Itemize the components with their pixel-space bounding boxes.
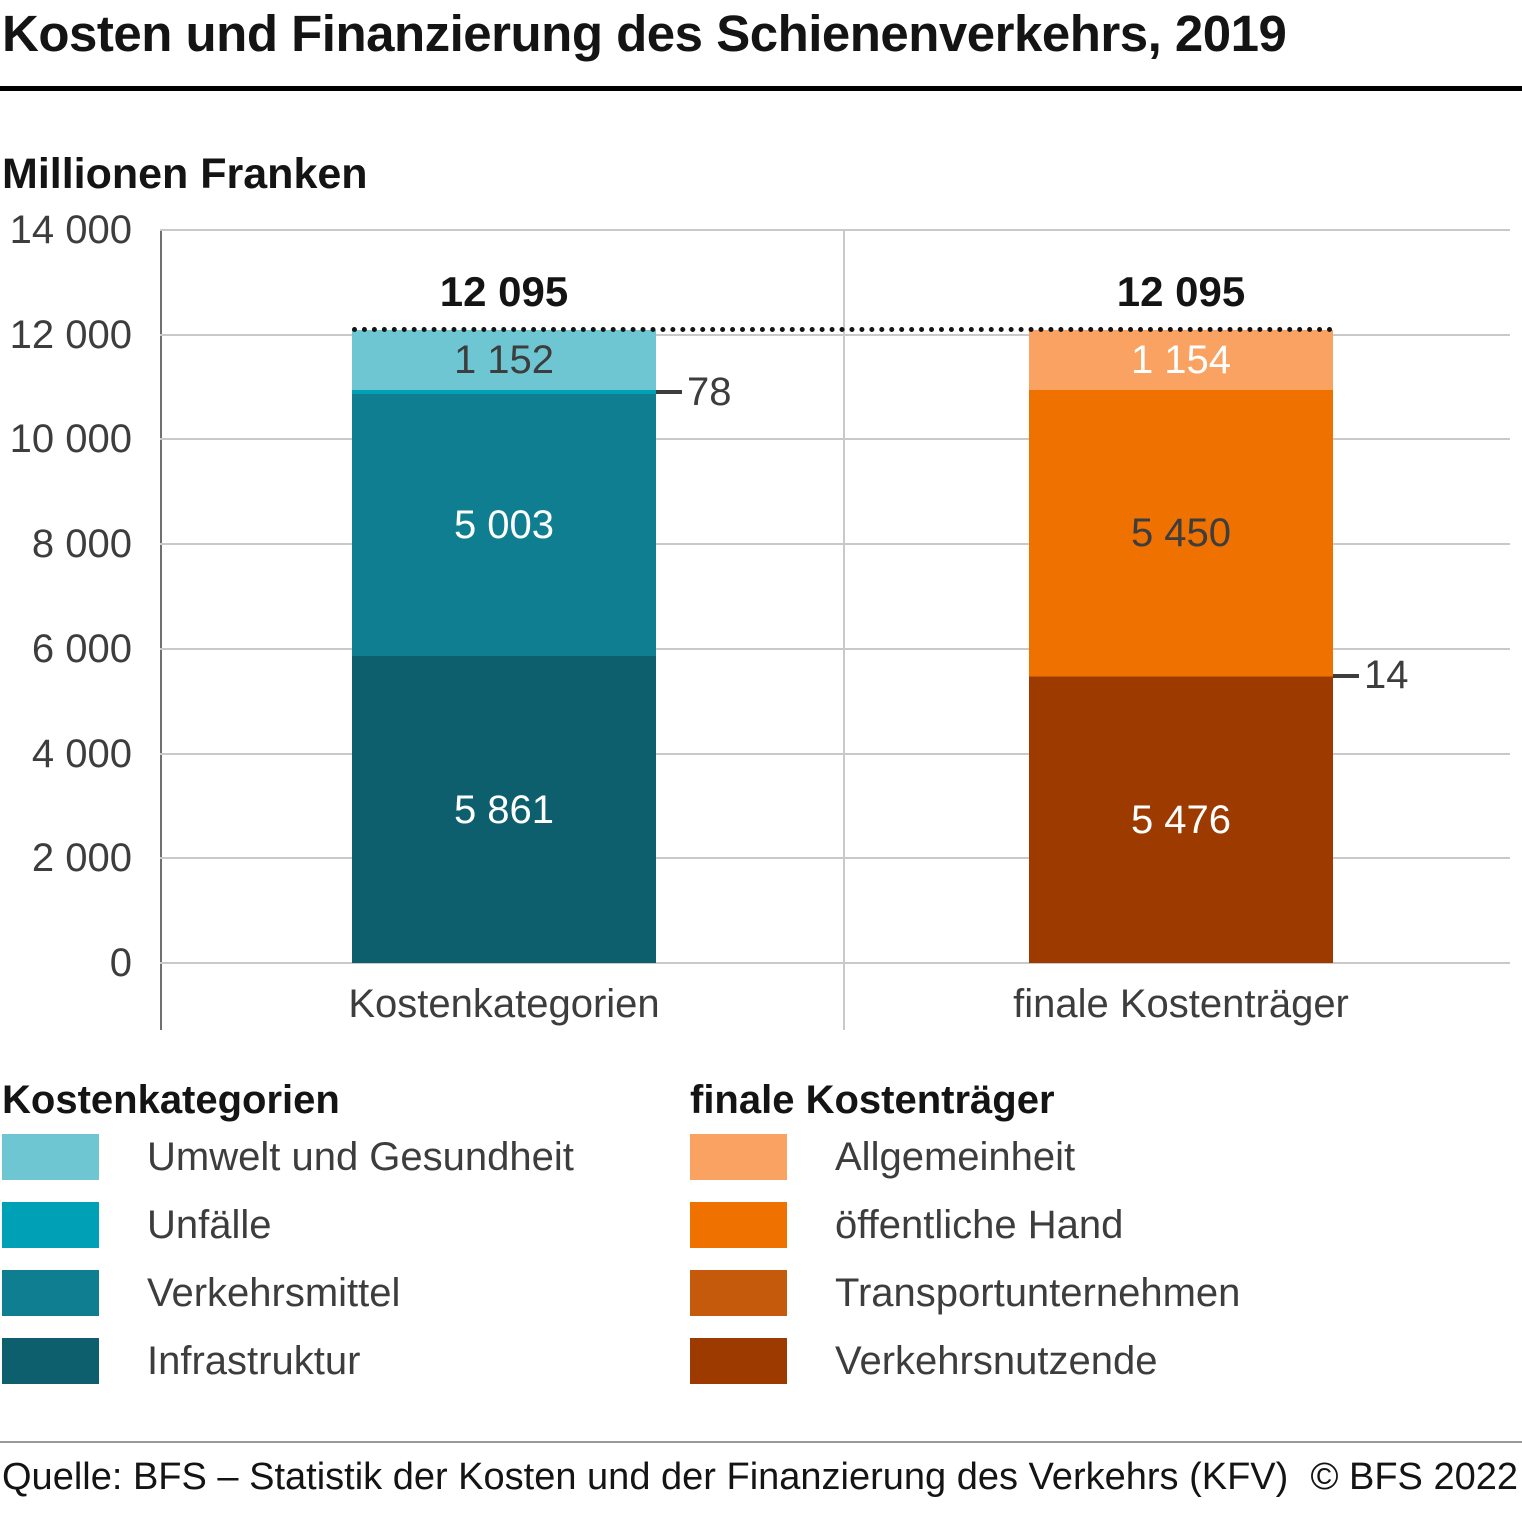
page-title: Kosten und Finanzierung des Schienenverk… (2, 5, 1287, 62)
legend-item-label: Verkehrsnutzende (835, 1338, 1158, 1383)
y-axis-labels: 14 000 12 000 10 000 8 000 6 000 4 000 2 000 0 (0, 208, 132, 985)
gridline (160, 333, 1510, 336)
legend-item: Umwelt und Gesundheit (2, 1134, 574, 1180)
legend-item: Verkehrsnutzende (690, 1338, 1240, 1384)
footer-rule (0, 1441, 1522, 1443)
gridline (160, 752, 1510, 755)
legend-swatch (2, 1270, 99, 1316)
legend-swatch (690, 1134, 787, 1180)
total-dotted-line (352, 326, 1333, 332)
callout-line (1333, 673, 1359, 678)
segment-value-label: 5 861 (453, 787, 555, 832)
x-axis-label: Kostenkategorien (348, 982, 660, 1026)
y-tick-label: 2 000 (31, 836, 132, 881)
legend-swatch (690, 1270, 787, 1316)
y-tick-label: 0 (109, 941, 132, 985)
legend-item-label: Verkehrsmittel (147, 1270, 401, 1315)
bar-segment-umwelt-und-gesundheit (352, 329, 656, 391)
gridline (160, 962, 1510, 964)
y-axis-line (160, 230, 162, 1030)
gridline (160, 229, 1510, 231)
copyright-note: © BFS 2022 (1310, 1456, 1518, 1498)
legend-item: Transportunternehmen (690, 1270, 1240, 1316)
legend-items-finale-kostentraeger: Allgemeinheit öffentliche Hand Transportun… (690, 1134, 1240, 1384)
segment-value-label: 1 154 (1130, 338, 1232, 383)
legend-item-label: Infrastruktur (147, 1338, 361, 1383)
bar-segment-verkehrsmittel (352, 394, 656, 657)
total-value-label: 12 095 (439, 267, 569, 315)
legend-swatch (2, 1134, 99, 1180)
bar-segment-transportunternehmen (1029, 675, 1333, 677)
legend-swatch (2, 1202, 99, 1248)
y-tick-label: 4 000 (31, 731, 132, 776)
legend-swatch (690, 1338, 787, 1384)
callout-line (656, 390, 682, 395)
legend-item-label: Unfälle (147, 1202, 272, 1247)
gridline (160, 857, 1510, 860)
segment-callout: 14 (1333, 652, 1409, 700)
segment-value-label: 1 152 (453, 337, 555, 382)
gridline (160, 438, 1510, 441)
legend-item-label: Transportunternehmen (835, 1270, 1241, 1315)
title-rule (0, 86, 1522, 91)
segment-callout: 78 (656, 368, 732, 416)
source-note: Quelle: BFS – Statistik der Kosten und d… (2, 1456, 1289, 1498)
legend-title-kostenkategorien: Kostenkategorien (2, 1078, 340, 1122)
legend-swatch (690, 1202, 787, 1248)
bar-segment--ffentliche-hand (1029, 390, 1333, 676)
bar-segment-allgemeinheit (1029, 329, 1333, 391)
y-tick-label: 6 000 (31, 626, 132, 671)
legend-item-label: Umwelt und Gesundheit (147, 1134, 574, 1179)
plot-area: 5 861 5 003 78 1 152 12 095 Kostenkategorien 5… (160, 229, 1510, 1026)
legend-item: Unfälle (2, 1202, 574, 1248)
segment-value-label: 5 003 (453, 503, 555, 548)
gridline (160, 647, 1510, 650)
y-tick-label: 8 000 (31, 522, 132, 567)
legend-item: Allgemeinheit (690, 1134, 1240, 1180)
gridline (160, 543, 1510, 546)
category-divider-line (843, 230, 845, 1030)
segment-value-label: 5 450 (1130, 510, 1232, 555)
y-tick-label: 12 000 (9, 312, 132, 357)
total-value-label: 12 095 (1116, 267, 1246, 315)
x-axis-label: finale Kostenträger (1013, 982, 1349, 1026)
bar-segment-unf-lle (352, 390, 656, 395)
legend-column-kostenkategorien: Kostenkategorien Umwelt und Gesundheit Un… (2, 1078, 574, 1406)
legend-column-finale-kostentraeger: finale Kostenträger Allgemeinheit öffentl… (690, 1078, 1240, 1406)
y-tick-label: 14 000 (9, 208, 132, 252)
legend-items-kostenkategorien: Umwelt und Gesundheit Unfälle Verkehrsmitt… (2, 1134, 574, 1384)
y-axis-unit-label: Millionen Franken (2, 150, 368, 198)
legend-item-label: öffentliche Hand (835, 1202, 1124, 1247)
legend-item: Infrastruktur (2, 1338, 574, 1384)
legend-item-label: Allgemeinheit (835, 1134, 1076, 1179)
bar-segment-infrastruktur (352, 656, 656, 963)
bar-segment-verkehrsnutzende (1029, 676, 1333, 963)
segment-value-label: 14 (1364, 653, 1409, 698)
y-tick-label: 10 000 (9, 417, 132, 462)
segment-value-label: 78 (687, 369, 732, 414)
legend-item: Verkehrsmittel (2, 1270, 574, 1316)
legend-swatch (2, 1338, 99, 1384)
legend-item: öffentliche Hand (690, 1202, 1240, 1248)
segment-value-label: 5 476 (1130, 797, 1232, 842)
legend-title-finale-kostentraeger: finale Kostenträger (690, 1078, 1055, 1122)
